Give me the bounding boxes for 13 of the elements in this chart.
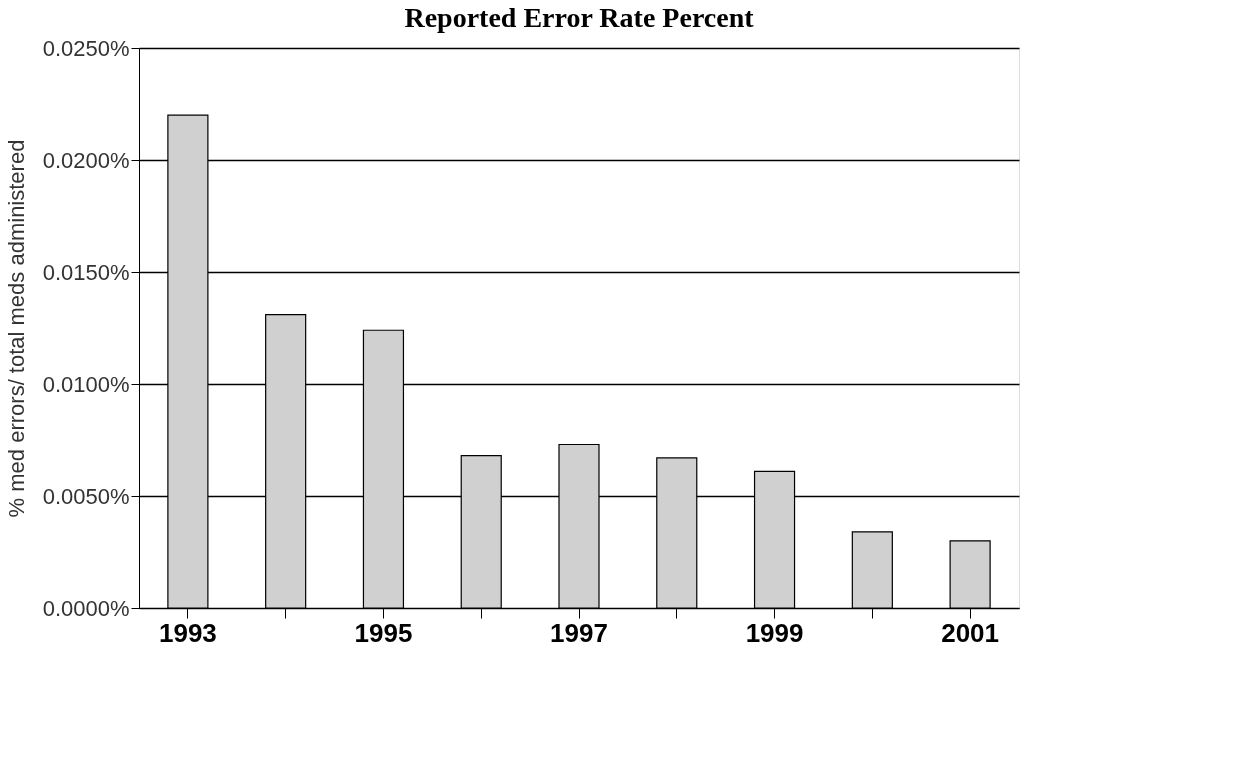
y-tick-label: 0.0100%	[42, 371, 130, 397]
y-tick-label: 0.0250%	[42, 35, 130, 61]
y-axis-title: % med errors/ total meds administered	[3, 139, 29, 518]
x-tick-label: 1995	[354, 617, 413, 648]
y-tick-label: 0.0000%	[42, 595, 130, 621]
y-tick-label: 0.0050%	[42, 483, 130, 509]
x-tick-label: 2001	[941, 617, 1000, 648]
x-tick-label: 1993	[158, 617, 217, 648]
chart-title: Reported Error Rate Percent	[404, 2, 755, 33]
x-tick-label: 1999	[745, 617, 804, 648]
y-tick-label: 0.0150%	[42, 259, 130, 285]
y-tick-label: 0.0200%	[42, 147, 130, 173]
x-tick-label: 1997	[550, 617, 608, 648]
